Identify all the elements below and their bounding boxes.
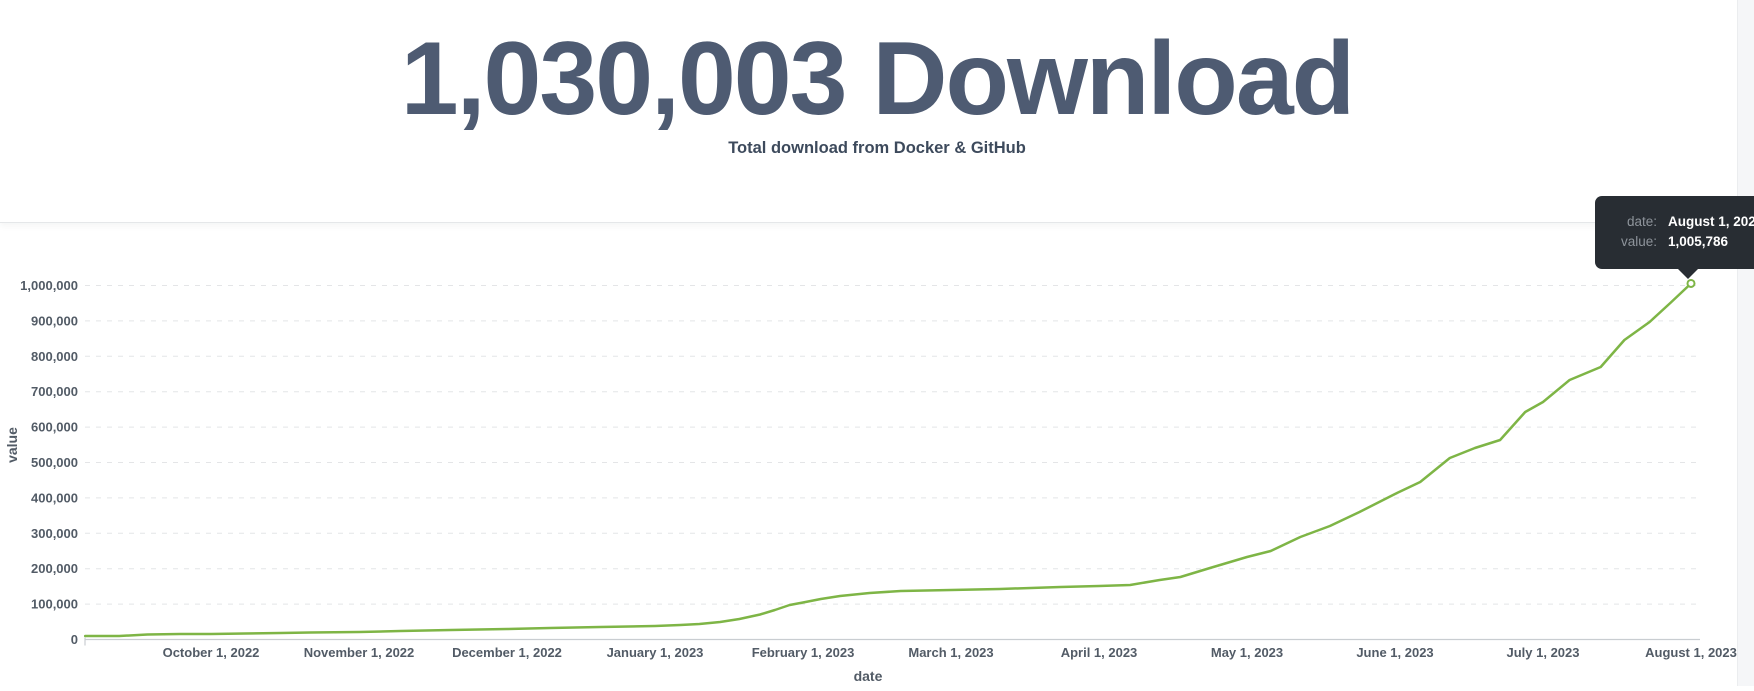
y-tick-label: 500,000 [31, 455, 78, 470]
page-title: 1,030,003 Download [400, 21, 1355, 137]
y-tick-label: 900,000 [31, 313, 78, 328]
y-tick-label: 600,000 [31, 420, 78, 435]
tooltip-value-label: value: [1620, 234, 1657, 249]
y-tick-label: 700,000 [31, 384, 78, 399]
y-tick-label: 1,000,000 [20, 278, 78, 293]
data-point-marker[interactable] [1686, 278, 1696, 288]
page-subtitle: Total download from Docker & GitHub [728, 139, 1026, 157]
tooltip-value-value: 1,005,786 [1668, 234, 1729, 249]
x-axis-title: date [854, 668, 883, 684]
chart-tooltip: date: August 1, 2023 value: 1,005,786 [1595, 196, 1754, 279]
x-tick-label: February 1, 2023 [752, 645, 855, 660]
tooltip-date-row: date: August 1, 2023 [1605, 212, 1754, 232]
x-tick-label: March 1, 2023 [908, 645, 993, 660]
x-tick-label: July 1, 2023 [1507, 645, 1580, 660]
scrollbar-track[interactable] [1737, 0, 1754, 686]
y-tick-label: 100,000 [31, 597, 78, 612]
y-tick-label: 0 [71, 632, 78, 647]
y-tick-label: 300,000 [31, 526, 78, 541]
tooltip-date-label: date: [1626, 214, 1657, 229]
tooltip-caret-icon [1678, 269, 1698, 279]
tooltip-date-value: August 1, 2023 [1668, 214, 1754, 229]
tooltip-value-row: value: 1,005,786 [1605, 232, 1754, 252]
x-tick-label: January 1, 2023 [607, 645, 704, 660]
x-tick-label: May 1, 2023 [1211, 645, 1283, 660]
x-tick-label: November 1, 2022 [304, 645, 415, 660]
x-tick-label: June 1, 2023 [1356, 645, 1433, 660]
y-axis-title: value [4, 427, 20, 463]
y-tick-label: 800,000 [31, 349, 78, 364]
x-tick-label: October 1, 2022 [163, 645, 260, 660]
header: 1,030,003 Download Total download from D… [0, 0, 1754, 223]
y-tick-label: 200,000 [31, 561, 78, 576]
x-tick-label: August 1, 2023 [1645, 645, 1737, 660]
y-tick-label: 400,000 [31, 490, 78, 505]
downloads-series-line [83, 282, 1693, 638]
x-tick-label: April 1, 2023 [1061, 645, 1138, 660]
x-tick-label: December 1, 2022 [452, 645, 562, 660]
